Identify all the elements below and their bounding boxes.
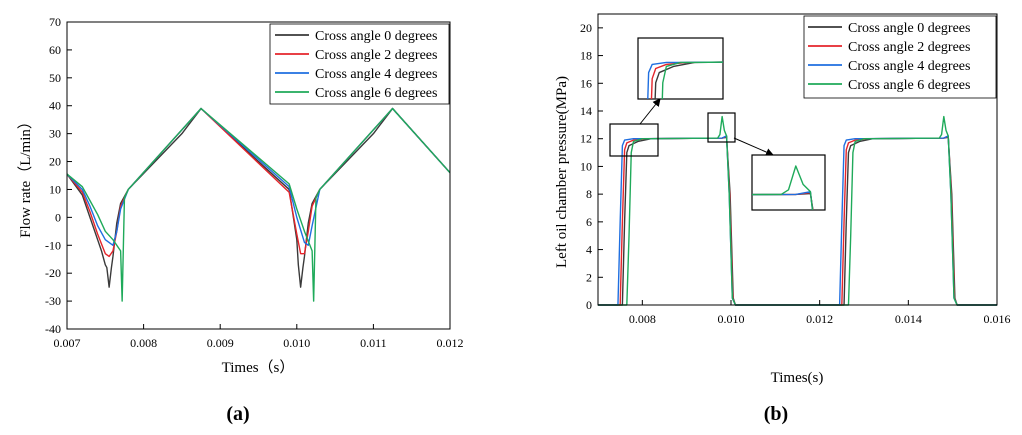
panel-b-label: (b) [764, 403, 788, 425]
chart-a-y-tick-label: 40 [49, 99, 61, 113]
chart-b-y-tick-label: 18 [580, 49, 592, 63]
chart-a-x-tick-label: 0.009 [207, 336, 234, 350]
zoom-2-series-line-2deg [752, 191, 814, 210]
chart-a-y-axis: -40 -30 -20 -10 0 10 20 30 40 50 60 70 [45, 15, 72, 336]
chart-b-legend-label: Cross angle 2 degrees [848, 40, 970, 55]
chart-b-y-tick-label: 16 [580, 76, 592, 90]
chart-b-y-tick-label: 8 [586, 187, 592, 201]
chart-b-x-tick-label: 0.016 [984, 312, 1011, 326]
zoom-1-series-line-2deg [650, 61, 723, 99]
zoom-inset-1 [637, 37, 724, 100]
chart-b-y-tick-label: 20 [580, 21, 592, 35]
chart-b-y-axis-label: Left oil chamber pressure(MPa) [554, 76, 570, 268]
chart-a-plot-frame [66, 21, 451, 330]
chart-a-legend-label: Cross angle 2 degrees [315, 48, 437, 63]
chart-a-x-axis: 0.007 0.008 0.009 0.010 0.011 0.012 [54, 324, 464, 350]
chart-a-series-lines [66, 107, 451, 302]
chart-a-y-tick-label: 10 [49, 182, 61, 196]
zoom-source-box-2 [707, 112, 736, 143]
chart-b-legend: Cross angle 0 degrees Cross angle 2 degre… [803, 15, 997, 99]
chart-b-y-tick-label: 14 [580, 104, 592, 118]
zoom-2-series-line-4deg [752, 190, 814, 210]
chart-a-y-tick-label: 50 [49, 71, 61, 85]
chart-b: 0.008 0.010 0.012 0.014 0.016 0 2 4 6 8 10 12 14 16 1… [554, 13, 1011, 425]
chart-a: 0.007 0.008 0.009 0.010 0.011 0.012 -40 -30 -20… [17, 15, 464, 425]
chart-a-legend-label: Cross angle 4 degrees [315, 67, 437, 82]
chart-a-x-tick-label: 0.007 [54, 336, 81, 350]
zoom-2-series-line-6deg [752, 165, 814, 210]
chart-b-y-tick-label: 12 [580, 132, 592, 146]
chart-b-x-axis-label: Times(s) [771, 370, 824, 386]
chart-a-series-line-6deg [66, 107, 451, 302]
zoom-arrow-2 [733, 137, 774, 156]
chart-b-legend-label: Cross angle 4 degrees [848, 59, 970, 74]
chart-b-y-tick-label: 2 [586, 270, 592, 284]
chart-a-y-tick-label: -10 [45, 238, 61, 252]
chart-a-y-tick-label: -20 [45, 266, 61, 280]
chart-a-legend-label: Cross angle 6 degrees [315, 86, 437, 101]
chart-a-x-axis-label: Times（s） [222, 359, 295, 376]
chart-b-y-tick-label: 10 [580, 159, 592, 173]
chart-b-legend-label: Cross angle 6 degrees [848, 78, 970, 93]
chart-a-series-line-0deg [66, 107, 451, 288]
chart-b-plot-frame [597, 13, 998, 306]
chart-a-legend: Cross angle 0 degrees Cross angle 2 degre… [269, 23, 450, 105]
chart-a-series-line-2deg [66, 107, 451, 258]
chart-b-y-tick-label: 4 [586, 243, 592, 257]
chart-b-x-tick-label: 0.008 [629, 312, 656, 326]
chart-a-x-tick-label: 0.012 [437, 336, 464, 350]
zoom-source-box-1 [609, 123, 659, 157]
chart-b-x-axis: 0.008 0.010 0.012 0.014 0.016 [629, 300, 1011, 326]
zoom-arrow-1 [639, 98, 661, 125]
chart-a-y-axis-label: Flow rate（L/min） [17, 114, 34, 238]
zoom-1-series-line-0deg [654, 61, 723, 99]
chart-a-y-tick-label: 70 [49, 15, 61, 29]
chart-a-y-tick-label: -40 [45, 322, 61, 336]
chart-a-x-tick-label: 0.011 [360, 336, 387, 350]
chart-a-y-tick-label: 20 [49, 155, 61, 169]
chart-a-y-tick-label: -30 [45, 294, 61, 308]
chart-a-legend-label: Cross angle 0 degrees [315, 29, 437, 44]
chart-b-x-tick-label: 0.010 [718, 312, 745, 326]
zoom-inset-2 [751, 154, 826, 211]
zoom-1-series-line-4deg [647, 61, 723, 99]
zoom-1-series-line-6deg [661, 61, 723, 99]
chart-a-y-tick-label: 60 [49, 43, 61, 57]
chart-b-y-tick-label: 6 [586, 215, 592, 229]
chart-a-x-tick-label: 0.010 [283, 336, 310, 350]
chart-a-y-tick-label: 0 [55, 210, 61, 224]
chart-b-x-tick-label: 0.014 [895, 312, 922, 326]
zoom-2-series-line-0deg [752, 192, 814, 210]
chart-a-y-tick-label: 30 [49, 127, 61, 141]
chart-a-x-tick-label: 0.008 [130, 336, 157, 350]
panel-a-label: (a) [226, 403, 249, 425]
chart-b-y-axis: 0 2 4 6 8 10 12 14 16 18 20 [580, 21, 603, 312]
chart-b-legend-label: Cross angle 0 degrees [848, 21, 970, 36]
chart-b-x-tick-label: 0.012 [806, 312, 833, 326]
chart-b-y-tick-label: 0 [586, 298, 592, 312]
